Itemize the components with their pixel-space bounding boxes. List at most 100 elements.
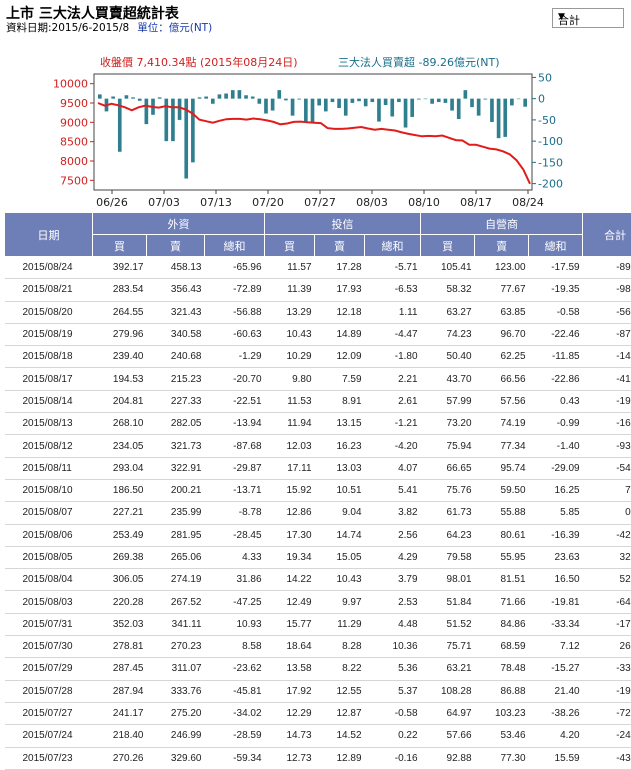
- row-value: 0.90: [583, 502, 631, 524]
- row-value: 293.04: [93, 457, 147, 479]
- row-value: 287.45: [93, 658, 147, 680]
- row-value: 8.58: [205, 636, 265, 658]
- row-value: -23.62: [205, 658, 265, 680]
- row-value: -87.68: [205, 435, 265, 457]
- row-value: 12.29: [265, 702, 315, 724]
- row-date: 2015/07/28: [5, 680, 93, 702]
- row-value: -93.28: [583, 435, 631, 457]
- row-value: -1.40: [529, 435, 583, 457]
- row-value: 239.40: [93, 346, 147, 368]
- x-tick-label: 06/26: [96, 196, 128, 209]
- row-value: -11.85: [529, 346, 583, 368]
- row-value: -29.87: [205, 457, 265, 479]
- row-value: -60.63: [205, 323, 265, 345]
- chart: 收盤價 7,410.34點 (2015年08月24日) 三大法人買賣超 -89.…: [0, 52, 631, 210]
- row-value: -34.02: [205, 702, 265, 724]
- row-value: 5.41: [365, 479, 421, 501]
- row-value: 3.79: [365, 569, 421, 591]
- row-value: 43.70: [421, 368, 475, 390]
- row-value: -6.53: [365, 279, 421, 301]
- row-value: 17.28: [315, 257, 365, 279]
- col-dealer-net: 總和: [529, 235, 583, 257]
- row-value: -13.71: [205, 479, 265, 501]
- row-value: 215.23: [147, 368, 205, 390]
- row-value: 75.76: [421, 479, 475, 501]
- unit-label: 單位：億元(NT): [137, 22, 212, 34]
- row-value: 4.07: [365, 457, 421, 479]
- row-value: 63.21: [421, 658, 475, 680]
- row-value: 75.71: [421, 636, 475, 658]
- row-value: 15.92: [265, 479, 315, 501]
- row-value: 17.93: [315, 279, 365, 301]
- row-value: 64.97: [421, 702, 475, 724]
- net-bar: [291, 99, 295, 116]
- net-bar: [390, 99, 394, 117]
- row-value: 14.74: [315, 524, 365, 546]
- net-bar: [523, 99, 527, 107]
- date-range-text: 資料日期:2015/6-2015/8: [6, 22, 129, 34]
- row-value: 241.17: [93, 702, 147, 724]
- row-value: 57.99: [421, 390, 475, 412]
- net-bar: [271, 99, 275, 111]
- net-bar: [410, 99, 414, 117]
- row-value: 57.56: [475, 390, 529, 412]
- row-value: -1.29: [205, 346, 265, 368]
- row-value: 78.48: [475, 658, 529, 680]
- row-value: 7.12: [529, 636, 583, 658]
- row-value: -28.59: [205, 725, 265, 747]
- row-value: -72.86: [583, 702, 631, 724]
- x-tick-label: 08/17: [460, 196, 492, 209]
- row-value: -47.25: [205, 591, 265, 613]
- row-date: 2015/08/20: [5, 301, 93, 323]
- row-value: 77.30: [475, 747, 529, 769]
- row-value: 55.88: [475, 502, 529, 524]
- row-value: 279.96: [93, 323, 147, 345]
- row-date: 2015/08/07: [5, 502, 93, 524]
- row-value: 2.21: [365, 368, 421, 390]
- row-value: -54.89: [583, 457, 631, 479]
- row-value: 352.03: [93, 613, 147, 635]
- row-value: 340.58: [147, 323, 205, 345]
- row-value: 16.23: [315, 435, 365, 457]
- row-date: 2015/07/27: [5, 702, 93, 724]
- net-bar: [417, 99, 421, 100]
- row-value: 62.25: [475, 346, 529, 368]
- row-value: 227.33: [147, 390, 205, 412]
- row-value: 306.05: [93, 569, 147, 591]
- row-value: 17.11: [265, 457, 315, 479]
- row-value: -89.26: [583, 257, 631, 279]
- row-value: 55.95: [475, 546, 529, 568]
- row-value: 9.04: [315, 502, 365, 524]
- row-value: 16.50: [529, 569, 583, 591]
- net-bar: [277, 90, 281, 98]
- x-tick-label: 08/03: [356, 196, 388, 209]
- row-date: 2015/08/05: [5, 546, 93, 568]
- row-value: 13.29: [265, 301, 315, 323]
- row-value: -0.99: [529, 413, 583, 435]
- x-tick-label: 07/27: [304, 196, 336, 209]
- row-value: 278.81: [93, 636, 147, 658]
- row-value: 11.53: [265, 390, 315, 412]
- row-value: 269.38: [93, 546, 147, 568]
- row-value: 50.40: [421, 346, 475, 368]
- row-value: -41.34: [583, 368, 631, 390]
- net-bar: [490, 99, 494, 122]
- row-value: 7.59: [315, 368, 365, 390]
- row-value: 10.51: [315, 479, 365, 501]
- row-value: 10.36: [365, 636, 421, 658]
- net-bar: [158, 97, 162, 98]
- net-bar: [238, 90, 242, 98]
- right-tick-label: 0: [538, 93, 545, 106]
- row-value: -42.28: [583, 524, 631, 546]
- row-value: 267.52: [147, 591, 205, 613]
- series-select[interactable]: 合計▼: [552, 8, 624, 28]
- row-value: 321.43: [147, 301, 205, 323]
- row-value: 270.26: [93, 747, 147, 769]
- row-value: -17.94: [583, 613, 631, 635]
